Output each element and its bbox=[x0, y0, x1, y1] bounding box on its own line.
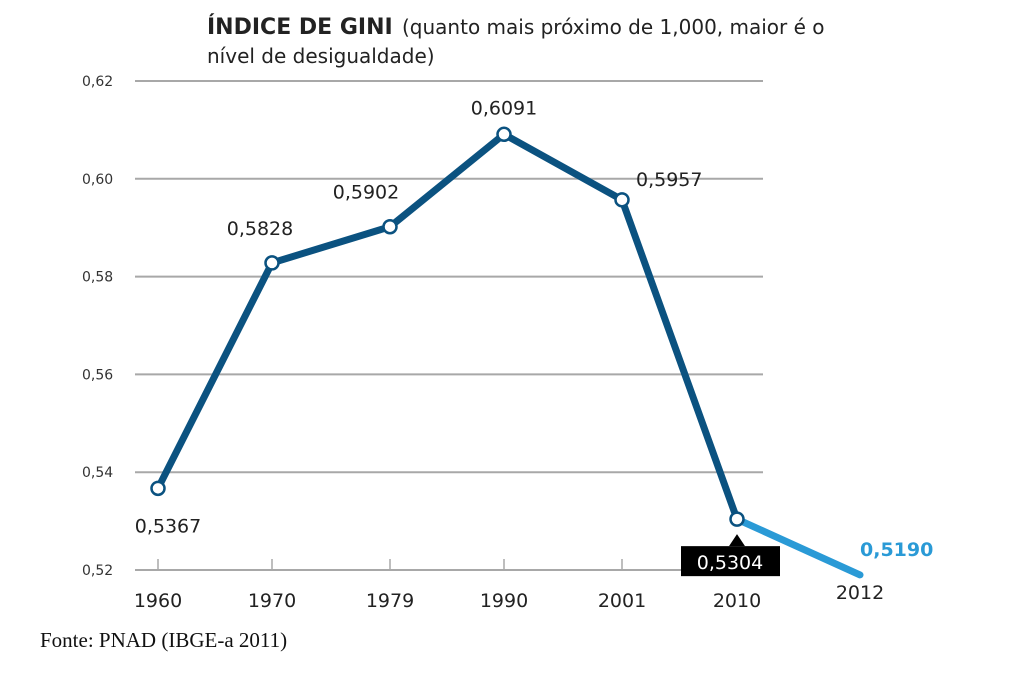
series-lines bbox=[154, 130, 864, 579]
series-line bbox=[733, 515, 864, 579]
x-tick-label: 1970 bbox=[248, 590, 296, 612]
data-point-1970 bbox=[264, 255, 280, 271]
chart-title: ÍNDICE DE GINI bbox=[207, 14, 393, 40]
y-tick-label: 0,60 bbox=[82, 172, 113, 188]
chart-subtitle-line2: nível de desigualdade) bbox=[207, 44, 435, 68]
data-label-1970: 0,5828 bbox=[227, 218, 293, 240]
data-label-1960: 0,5367 bbox=[135, 515, 201, 537]
data-point-1990 bbox=[496, 126, 512, 143]
data-label-2001: 0,5957 bbox=[636, 169, 702, 191]
y-axis-ticks: 0,52 0,54 0,56 0,58 0,60 0,62 bbox=[82, 74, 113, 579]
x-tick-label: 2001 bbox=[598, 590, 646, 612]
x-tick-label: 2010 bbox=[713, 590, 761, 612]
data-labels: 0,5367 0,5828 0,5902 0,6091 0,5957 0,5304 0,51… bbox=[135, 97, 933, 577]
data-point-1979 bbox=[382, 218, 398, 235]
chart-subtitle-line1: (quanto mais próximo de 1,000, maior é o bbox=[402, 15, 825, 39]
data-label-1979: 0,5902 bbox=[333, 182, 399, 204]
y-tick-label: 0,58 bbox=[82, 270, 113, 286]
data-label-1990: 0,6091 bbox=[471, 97, 537, 119]
x-tick-label: 1979 bbox=[366, 590, 414, 612]
x-tick-label: 2012 bbox=[836, 582, 884, 604]
data-point-2001 bbox=[614, 192, 630, 208]
y-tick-label: 0,56 bbox=[82, 367, 113, 383]
y-tick-label: 0,54 bbox=[82, 465, 113, 481]
y-tick-label: 0,62 bbox=[82, 74, 113, 90]
data-point-1960 bbox=[150, 480, 166, 497]
data-label-2012: 0,5190 bbox=[860, 539, 933, 561]
x-tick-label: 1990 bbox=[480, 590, 528, 612]
series-line bbox=[154, 130, 741, 523]
x-tick-label: 1960 bbox=[134, 590, 182, 612]
x-axis-ticks: 1960 1970 1979 1990 2001 2010 2012 bbox=[134, 559, 884, 612]
data-points bbox=[150, 126, 745, 527]
highlight-pointer bbox=[729, 534, 745, 547]
data-point-2010 bbox=[729, 511, 745, 527]
data-label-2010: 0,5304 bbox=[697, 552, 763, 574]
y-tick-label: 0,52 bbox=[82, 563, 113, 579]
source-note: Fonte: PNAD (IBGE-a 2011) bbox=[40, 628, 288, 652]
highlight-box bbox=[681, 546, 780, 577]
